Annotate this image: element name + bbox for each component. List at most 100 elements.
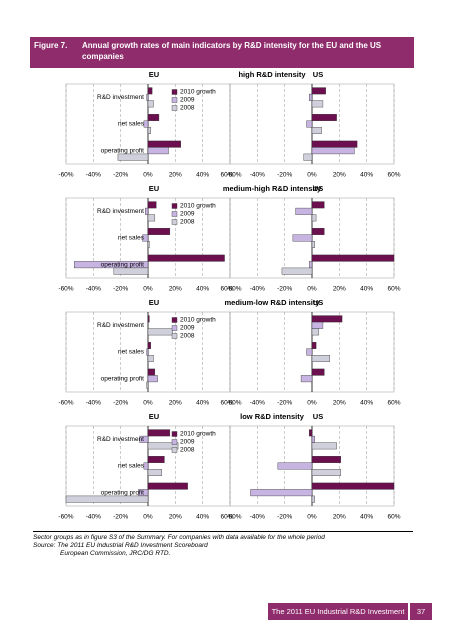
x-tick-label: 20% <box>169 286 182 293</box>
bar <box>147 214 156 222</box>
note: Sector groups as in figure S3 of the Sum… <box>33 534 325 541</box>
x-tick-label: -60% <box>226 286 241 293</box>
legend-swatch <box>171 325 178 331</box>
bar <box>147 100 154 108</box>
x-tick-label: 0% <box>307 172 317 179</box>
x-tick-label: -20% <box>277 514 292 521</box>
category-label: net sales <box>118 463 145 470</box>
category-label: net sales <box>118 235 145 242</box>
x-tick-label: 20% <box>169 172 182 179</box>
x-tick-label: 0% <box>143 172 153 179</box>
figure-number: Figure 7. <box>34 41 68 50</box>
x-tick-label: 60% <box>387 400 400 407</box>
bar <box>311 201 325 209</box>
x-tick-label: -40% <box>250 514 265 521</box>
bar <box>303 153 313 161</box>
x-tick-label: 20% <box>169 514 182 521</box>
x-tick-label: 60% <box>387 514 400 521</box>
legend-swatch <box>171 447 178 453</box>
x-tick-label: 40% <box>196 172 209 179</box>
x-tick-label: 60% <box>387 172 400 179</box>
x-tick-label: 20% <box>333 172 346 179</box>
panel-title: high R&D intensity <box>238 70 306 79</box>
bar <box>309 261 313 269</box>
bar <box>311 482 395 490</box>
bar <box>311 228 325 235</box>
x-tick-label: -60% <box>226 400 241 407</box>
x-tick-label: -60% <box>226 172 241 179</box>
legend-swatch <box>171 439 178 445</box>
figure-header: Figure 7. Annual growth rates of main in… <box>30 37 414 68</box>
bar <box>146 381 149 389</box>
x-tick-label: -60% <box>58 400 73 407</box>
bar <box>311 342 317 349</box>
x-tick-label: 60% <box>220 400 233 407</box>
bar <box>306 348 313 356</box>
bar <box>311 254 395 262</box>
bar <box>311 100 324 108</box>
legend-swatch <box>171 105 178 111</box>
bar <box>147 375 158 383</box>
bar <box>145 207 149 215</box>
x-tick-label: -20% <box>113 286 128 293</box>
bar <box>250 489 313 497</box>
bar <box>139 435 149 443</box>
bar <box>311 495 315 503</box>
group-label: US <box>313 184 323 193</box>
bar <box>281 267 313 275</box>
x-tick-label: 40% <box>360 514 373 521</box>
x-tick-label: -40% <box>250 286 265 293</box>
x-tick-label: 0% <box>143 286 153 293</box>
x-tick-label: -40% <box>250 172 265 179</box>
x-tick-label: 40% <box>196 286 209 293</box>
bar <box>146 348 149 356</box>
bar <box>143 120 149 128</box>
category-label: operating profit <box>101 375 145 382</box>
bar <box>147 456 165 463</box>
legend-label: 2010 growth <box>180 89 216 96</box>
bar <box>311 241 315 248</box>
bar <box>147 127 151 134</box>
x-tick-label: 60% <box>220 286 233 293</box>
bar <box>295 207 313 215</box>
bar <box>311 435 315 443</box>
x-tick-label: 60% <box>387 286 400 293</box>
bar <box>147 140 181 148</box>
group-label: EU <box>149 298 159 307</box>
category-label: operating profit <box>101 489 145 496</box>
legend-label: 2009 <box>180 211 195 218</box>
bar <box>147 482 188 490</box>
bar <box>147 241 150 248</box>
legend-swatch <box>171 211 178 217</box>
legend-label: 2008 <box>180 219 195 226</box>
legend-label: 2009 <box>180 97 195 104</box>
bar <box>147 315 150 323</box>
bar <box>311 321 324 329</box>
x-tick-label: 40% <box>360 172 373 179</box>
x-tick-label: -60% <box>58 286 73 293</box>
bar <box>147 328 173 336</box>
legend-swatch <box>171 317 178 323</box>
panel-title: medium-low R&D intensity <box>224 298 320 307</box>
category-label: operating profit <box>101 261 145 268</box>
group-label: US <box>313 412 323 421</box>
bar <box>65 495 149 503</box>
bar <box>146 93 149 101</box>
bar <box>309 429 313 437</box>
group-label: US <box>313 70 323 79</box>
x-tick-label: 60% <box>220 172 233 179</box>
x-tick-label: -60% <box>58 514 73 521</box>
x-tick-label: 20% <box>169 400 182 407</box>
bar <box>311 114 337 121</box>
legend-swatch <box>171 97 178 103</box>
legend-label: 2008 <box>180 333 195 340</box>
x-tick-label: -20% <box>113 172 128 179</box>
x-tick-label: -20% <box>277 400 292 407</box>
charts: high R&D intensity EU -60% -40% -20% 0% 20% 40%… <box>58 70 400 521</box>
x-tick-label: 0% <box>307 400 317 407</box>
bar <box>311 469 341 476</box>
legend-label: 2008 <box>180 447 195 454</box>
bar <box>147 228 171 235</box>
x-tick-label: 0% <box>307 514 317 521</box>
category-label: R&D investment <box>97 208 144 215</box>
